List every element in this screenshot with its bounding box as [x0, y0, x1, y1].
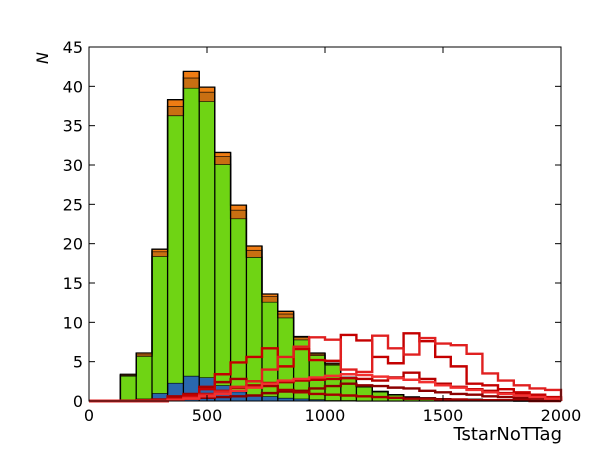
stacked-bar: [230, 218, 247, 392]
stacked-bar: [230, 205, 247, 210]
stacked-bar: [120, 375, 137, 400]
x-tick-label: 0: [84, 406, 94, 425]
x-tick-label: 2000: [541, 406, 582, 425]
stacked-bar: [167, 99, 184, 106]
stacked-bar: [152, 256, 168, 394]
stacked-bar: [309, 399, 325, 401]
step-series-2: [89, 377, 561, 403]
stacked-bar: [183, 77, 200, 88]
y-tick-label: 40: [63, 77, 83, 96]
axes-layer: 0 500 1000 1500 2000 0 5 10 15 20 25 30 35 40 45: [63, 38, 582, 425]
y-tick-label: 0: [73, 392, 83, 411]
stacked-bar: [136, 356, 153, 399]
stacked-bar: [167, 106, 184, 116]
stacked-bar: [261, 396, 278, 401]
stacked-bar: [277, 397, 294, 401]
stacked-bar: [214, 164, 231, 386]
y-tick-label: 15: [63, 274, 83, 293]
stacked-bar: [199, 87, 215, 92]
stacked-bar: [183, 87, 200, 376]
stacked-bar: [214, 156, 231, 165]
stacked-bar: [340, 378, 357, 401]
stacked-bar: [261, 294, 278, 297]
stacked-bar: [152, 249, 168, 252]
stacked-bar: [136, 353, 153, 355]
y-tick-label: 5: [73, 353, 83, 372]
stacked-bar: [199, 91, 215, 102]
x-tick-label: 1000: [305, 406, 346, 425]
stacked-bar: [277, 313, 294, 318]
stacked-bar: [152, 393, 168, 401]
stacked-bar: [309, 353, 325, 356]
stacked-bar: [246, 257, 262, 395]
y-tick-label: 20: [63, 235, 83, 254]
stacked-bar: [246, 394, 262, 401]
stacked-bar: [356, 386, 373, 401]
stacked-bar: [293, 398, 310, 401]
stacked-bar: [199, 101, 215, 378]
stacked-bar: [152, 251, 168, 257]
stacked-bar: [293, 339, 310, 399]
y-tick-label: 35: [63, 117, 83, 136]
y-axis-label: N: [33, 52, 52, 64]
stacked-bar: [261, 296, 278, 302]
stacked-bar: [167, 115, 184, 383]
y-tick-label: 45: [63, 38, 83, 57]
y-tick-label: 10: [63, 313, 83, 332]
stacked-bar: [325, 364, 341, 401]
step-series-4: [89, 332, 563, 403]
step-lines-layer: [89, 332, 563, 403]
x-tick-label: 1500: [423, 406, 464, 425]
stacked-bar: [246, 249, 262, 258]
stacked-bar: [230, 209, 247, 219]
stacked-bar: [214, 152, 231, 157]
stacked-bar: [136, 354, 153, 357]
stacked-bar: [246, 246, 262, 250]
stacked-bar: [183, 71, 200, 78]
stacked-bar: [293, 337, 310, 340]
x-axis-label: TstarNoTTag: [452, 424, 562, 445]
stacked-bar: [277, 311, 294, 314]
step-series-6: [89, 373, 563, 403]
y-tick-label: 25: [63, 195, 83, 214]
y-tick-label: 30: [63, 156, 83, 175]
x-tick-label: 500: [192, 406, 223, 425]
